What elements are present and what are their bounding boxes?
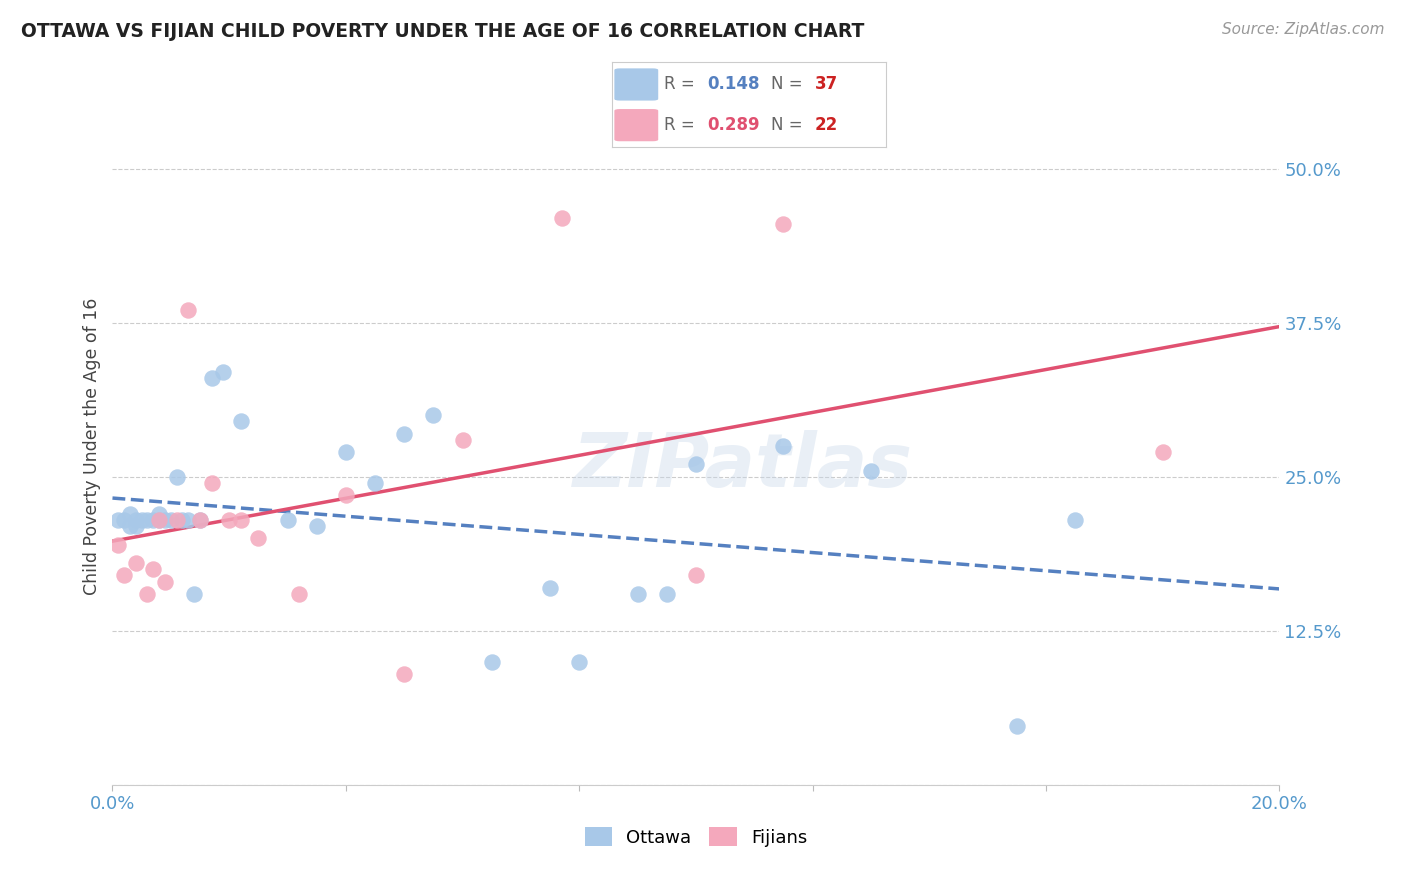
Point xyxy=(153,574,176,589)
Point xyxy=(305,519,328,533)
Point xyxy=(142,562,165,576)
Point xyxy=(627,587,650,601)
Text: R =: R = xyxy=(664,116,700,134)
Point xyxy=(201,371,224,385)
Point xyxy=(394,667,416,681)
Text: 37: 37 xyxy=(814,76,838,94)
Point xyxy=(655,587,678,601)
Point xyxy=(451,433,474,447)
Text: ZIPatlas: ZIPatlas xyxy=(572,430,912,503)
Point xyxy=(229,414,252,428)
Point xyxy=(685,568,707,582)
Point xyxy=(125,519,148,533)
Point xyxy=(177,303,200,318)
Point xyxy=(1064,513,1087,527)
Text: N =: N = xyxy=(770,116,807,134)
Point xyxy=(148,513,170,527)
Point xyxy=(166,513,188,527)
Point xyxy=(136,513,159,527)
Point xyxy=(772,217,794,231)
Point xyxy=(212,365,235,379)
Point xyxy=(112,513,135,527)
Point xyxy=(118,519,141,533)
Point xyxy=(131,513,153,527)
Point xyxy=(188,513,211,527)
Point xyxy=(188,513,211,527)
FancyBboxPatch shape xyxy=(614,69,658,101)
Point xyxy=(107,513,129,527)
Text: OTTAWA VS FIJIAN CHILD POVERTY UNDER THE AGE OF 16 CORRELATION CHART: OTTAWA VS FIJIAN CHILD POVERTY UNDER THE… xyxy=(21,22,865,41)
Point xyxy=(772,439,794,453)
Point xyxy=(148,507,170,521)
Legend: Ottawa, Fijians: Ottawa, Fijians xyxy=(578,820,814,854)
Point xyxy=(860,464,883,478)
Text: N =: N = xyxy=(770,76,807,94)
Point xyxy=(538,581,561,595)
Point xyxy=(247,532,270,546)
Point xyxy=(112,568,135,582)
Point xyxy=(125,556,148,570)
Point xyxy=(218,513,240,527)
Point xyxy=(183,587,205,601)
Text: 22: 22 xyxy=(814,116,838,134)
FancyBboxPatch shape xyxy=(614,109,658,141)
Point xyxy=(335,488,357,502)
Point xyxy=(153,513,176,527)
Text: 0.148: 0.148 xyxy=(707,76,761,94)
Point xyxy=(201,475,224,490)
Point xyxy=(551,211,574,225)
Point xyxy=(136,587,159,601)
Point xyxy=(394,426,416,441)
Point xyxy=(1005,719,1028,733)
Text: 0.289: 0.289 xyxy=(707,116,761,134)
Y-axis label: Child Poverty Under the Age of 16: Child Poverty Under the Age of 16 xyxy=(83,297,101,595)
Point xyxy=(107,538,129,552)
Point xyxy=(125,513,148,527)
Point xyxy=(481,655,503,669)
Point xyxy=(148,513,170,527)
Point xyxy=(229,513,252,527)
Point xyxy=(160,513,183,527)
Text: R =: R = xyxy=(664,76,700,94)
Point xyxy=(177,513,200,527)
Point xyxy=(1152,445,1174,459)
Point xyxy=(142,513,165,527)
Point xyxy=(364,475,387,490)
Point xyxy=(568,655,591,669)
Point xyxy=(288,587,311,601)
Point xyxy=(166,470,188,484)
Point xyxy=(276,513,298,527)
Point xyxy=(335,445,357,459)
Point xyxy=(118,507,141,521)
Text: Source: ZipAtlas.com: Source: ZipAtlas.com xyxy=(1222,22,1385,37)
Point xyxy=(422,408,444,422)
Point xyxy=(685,458,707,472)
Point xyxy=(172,513,194,527)
